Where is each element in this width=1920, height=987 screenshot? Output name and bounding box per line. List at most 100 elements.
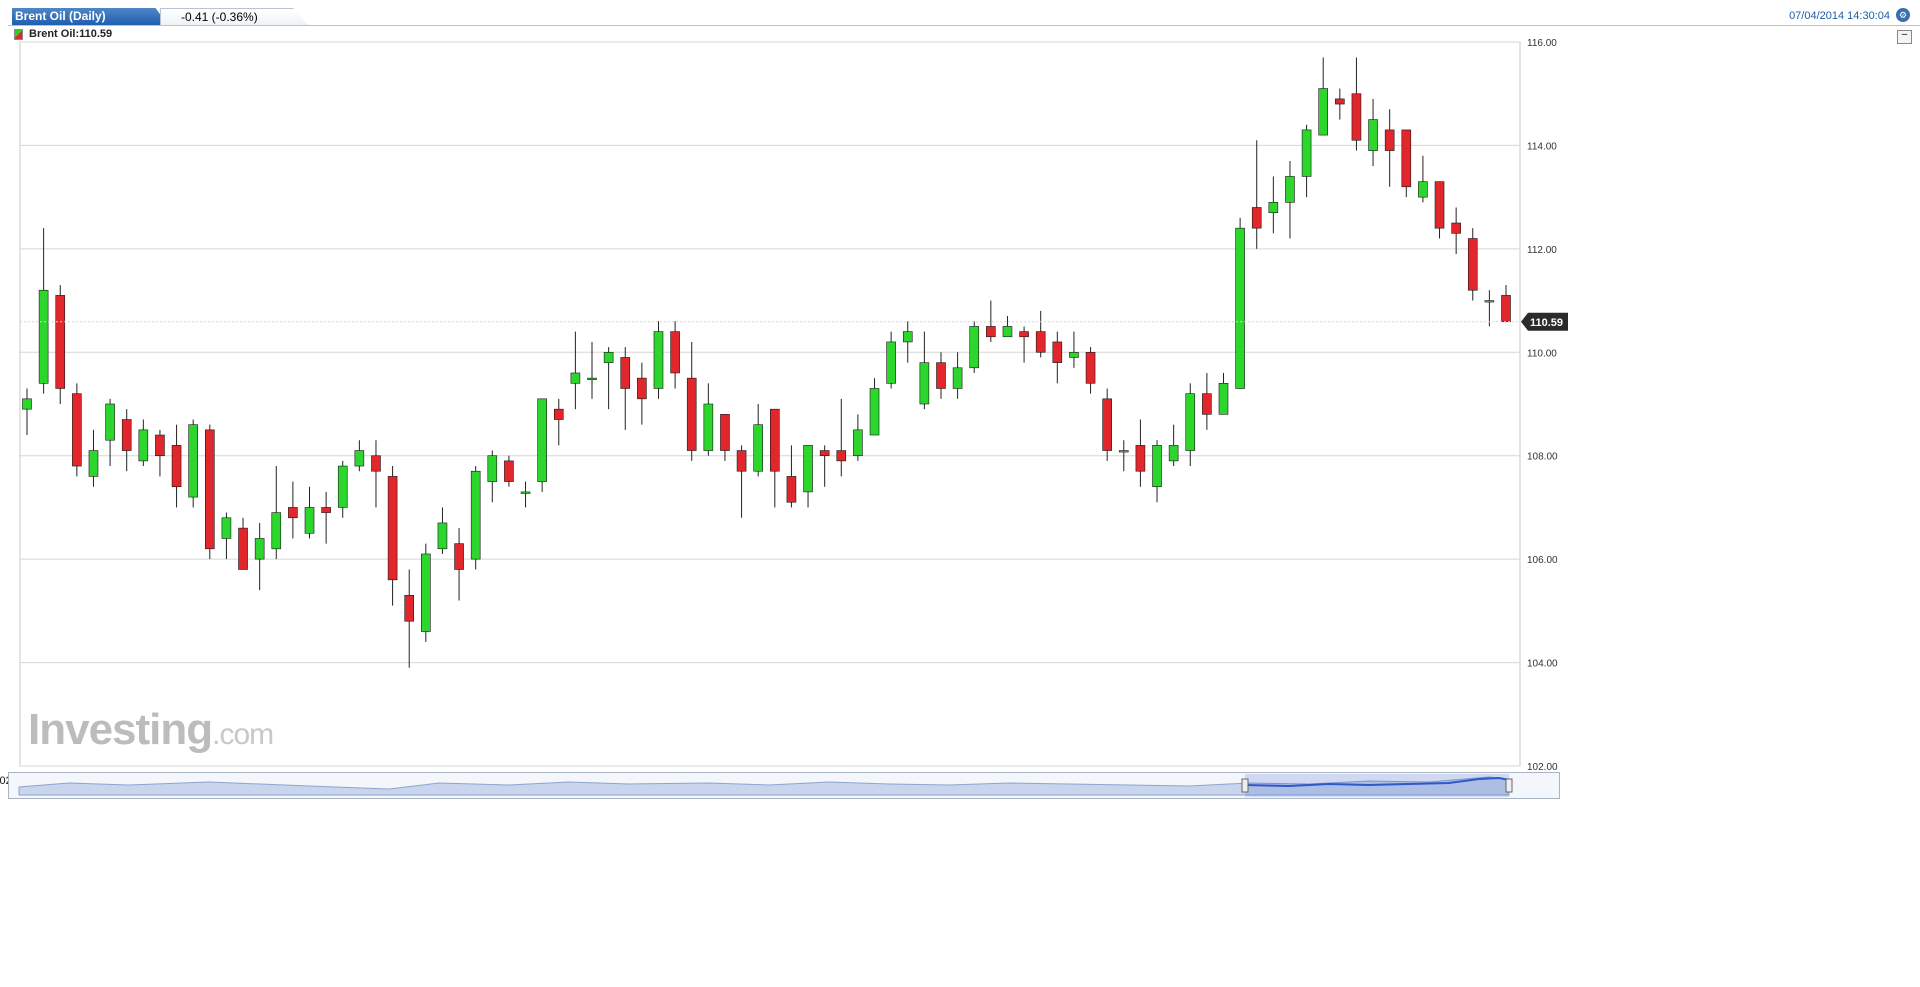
candle-body bbox=[1185, 393, 1196, 451]
candle-body bbox=[1085, 351, 1096, 384]
candle-body bbox=[553, 408, 564, 420]
navigator-right-handle[interactable] bbox=[1505, 778, 1513, 793]
y-tick-label: 114.00 bbox=[1527, 141, 1557, 152]
candle-body bbox=[919, 362, 930, 405]
candle-body bbox=[1235, 227, 1245, 389]
candle-body bbox=[1401, 129, 1412, 188]
candle-body bbox=[836, 450, 847, 462]
candle-body bbox=[487, 455, 498, 482]
candle-body bbox=[770, 408, 780, 472]
gear-icon[interactable]: ⚙ bbox=[1896, 8, 1910, 22]
candle-body bbox=[637, 377, 647, 400]
candle-body bbox=[22, 398, 32, 410]
candle-body bbox=[653, 331, 664, 389]
candle-body bbox=[936, 362, 946, 389]
candle-body bbox=[1019, 331, 1029, 338]
candle-body bbox=[803, 445, 813, 493]
candle-body bbox=[437, 522, 448, 550]
last-price-badge: 110.59 bbox=[1521, 312, 1568, 331]
candle-body bbox=[88, 450, 99, 477]
range-navigator[interactable] bbox=[8, 772, 1560, 799]
legend-label: Brent Oil:110.59 bbox=[29, 28, 113, 40]
y-axis: 116.00 114.00 112.00 110.00 108.00 106.00 104.… bbox=[1527, 38, 1558, 773]
candle-body bbox=[986, 326, 996, 338]
candle-body bbox=[1118, 450, 1129, 453]
candle-body bbox=[736, 450, 747, 472]
candle-body bbox=[354, 450, 365, 467]
candle-body bbox=[1484, 300, 1495, 303]
candle-body bbox=[1434, 181, 1445, 229]
minimize-button[interactable]: – bbox=[1897, 30, 1912, 44]
candle-body bbox=[238, 527, 248, 570]
candle-body bbox=[720, 414, 730, 451]
candle-body bbox=[1069, 351, 1079, 358]
candle-body bbox=[786, 476, 797, 503]
last-price-badge-shape bbox=[1521, 312, 1568, 331]
chart-title-tab[interactable]: Brent Oil (Daily) bbox=[12, 8, 168, 25]
candle-body bbox=[1384, 129, 1395, 151]
candle-body bbox=[470, 470, 481, 560]
timestamp: 07/04/2014 14:30:04 bbox=[1789, 10, 1890, 22]
candle-body bbox=[188, 424, 198, 498]
candle-body bbox=[686, 377, 697, 451]
candle-body bbox=[1268, 202, 1279, 213]
candle-body bbox=[969, 326, 980, 369]
watermark-suffix: .com bbox=[212, 718, 274, 751]
candle-body bbox=[421, 553, 431, 632]
candle-body bbox=[753, 424, 763, 472]
price-change-tab: -0.41 (-0.36%) bbox=[160, 8, 308, 25]
candle-body bbox=[886, 341, 896, 384]
navigator-left-handle[interactable] bbox=[1241, 778, 1249, 793]
header-divider bbox=[8, 25, 1920, 26]
candle-body bbox=[1418, 181, 1428, 198]
candle-body bbox=[404, 595, 415, 622]
candle-body bbox=[72, 393, 82, 467]
candle-body bbox=[1135, 445, 1146, 472]
candle-body bbox=[537, 398, 547, 482]
candle-body bbox=[819, 450, 830, 457]
investing-watermark: Investing.com bbox=[28, 705, 274, 755]
candle-body bbox=[1351, 93, 1362, 141]
candle-body bbox=[1301, 129, 1312, 177]
candle-body bbox=[603, 351, 614, 363]
candle-body bbox=[38, 289, 49, 384]
candle-body bbox=[620, 357, 631, 389]
candle-body bbox=[703, 403, 714, 451]
candles bbox=[22, 57, 1511, 668]
candle-body bbox=[1318, 88, 1329, 136]
candle-body bbox=[902, 331, 913, 343]
candle-body bbox=[1002, 326, 1013, 338]
candle-body bbox=[271, 512, 282, 550]
candle-body bbox=[952, 367, 963, 389]
candle-body bbox=[337, 465, 348, 508]
candle-body bbox=[1251, 207, 1262, 229]
candle-body bbox=[321, 507, 331, 513]
candle-body bbox=[1467, 238, 1478, 291]
candle-body bbox=[155, 434, 165, 457]
candle-body bbox=[504, 460, 514, 482]
candle-body bbox=[288, 507, 298, 519]
y-tick-label: 106.00 bbox=[1527, 555, 1558, 566]
y-tick-label: 116.00 bbox=[1527, 38, 1557, 49]
candle-body bbox=[869, 388, 880, 436]
candle-body bbox=[1152, 445, 1162, 488]
y-tick-label: 102.00 bbox=[1527, 762, 1558, 773]
navigator-selection-line bbox=[1244, 776, 1510, 788]
navigator-minichart bbox=[18, 774, 1513, 797]
y-tick-label: 108.00 bbox=[1527, 452, 1558, 463]
candle-body bbox=[371, 455, 381, 472]
candle-body bbox=[1335, 98, 1345, 105]
candle-body bbox=[204, 429, 215, 550]
candle-body bbox=[1451, 222, 1461, 234]
y-tick-label: 110.00 bbox=[1527, 348, 1557, 359]
candle-body bbox=[254, 538, 265, 560]
candle-body bbox=[1368, 119, 1378, 151]
candle-body bbox=[55, 295, 66, 389]
candle-body bbox=[670, 331, 680, 374]
watermark-brand: Investing bbox=[28, 705, 213, 754]
candle-body bbox=[1501, 295, 1511, 323]
y-tick-label: 112.00 bbox=[1527, 245, 1557, 256]
candle-body bbox=[138, 429, 149, 462]
candle-body bbox=[1218, 383, 1229, 415]
